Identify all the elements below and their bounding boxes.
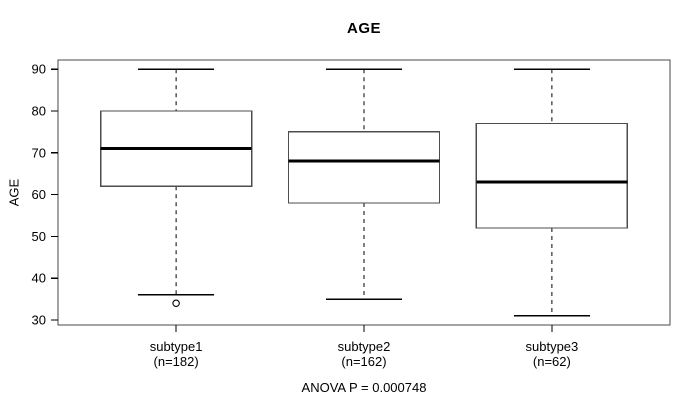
y-tick-label: 90	[32, 62, 46, 77]
iqr-box	[287, 131, 441, 204]
anova-annotation: ANOVA P = 0.000748	[301, 380, 427, 395]
y-tick-label: 40	[32, 271, 46, 286]
y-tick-label: 60	[32, 187, 46, 202]
x-group-sublabel: (n=182)	[154, 354, 199, 369]
y-tick-label: 50	[32, 229, 46, 244]
x-group-label: subtype2	[338, 339, 391, 354]
iqr-box	[475, 122, 629, 229]
x-group-sublabel: (n=62)	[533, 354, 571, 369]
chart-title: AGE	[346, 20, 381, 37]
x-group-label: subtype3	[526, 339, 579, 354]
outlier-point	[172, 299, 180, 308]
y-tick-label: 30	[32, 312, 46, 327]
x-group-sublabel: (n=162)	[341, 354, 386, 369]
x-group-label: subtype1	[150, 339, 203, 354]
y-tick-label: 80	[32, 103, 46, 118]
y-tick-label: 70	[32, 145, 46, 160]
